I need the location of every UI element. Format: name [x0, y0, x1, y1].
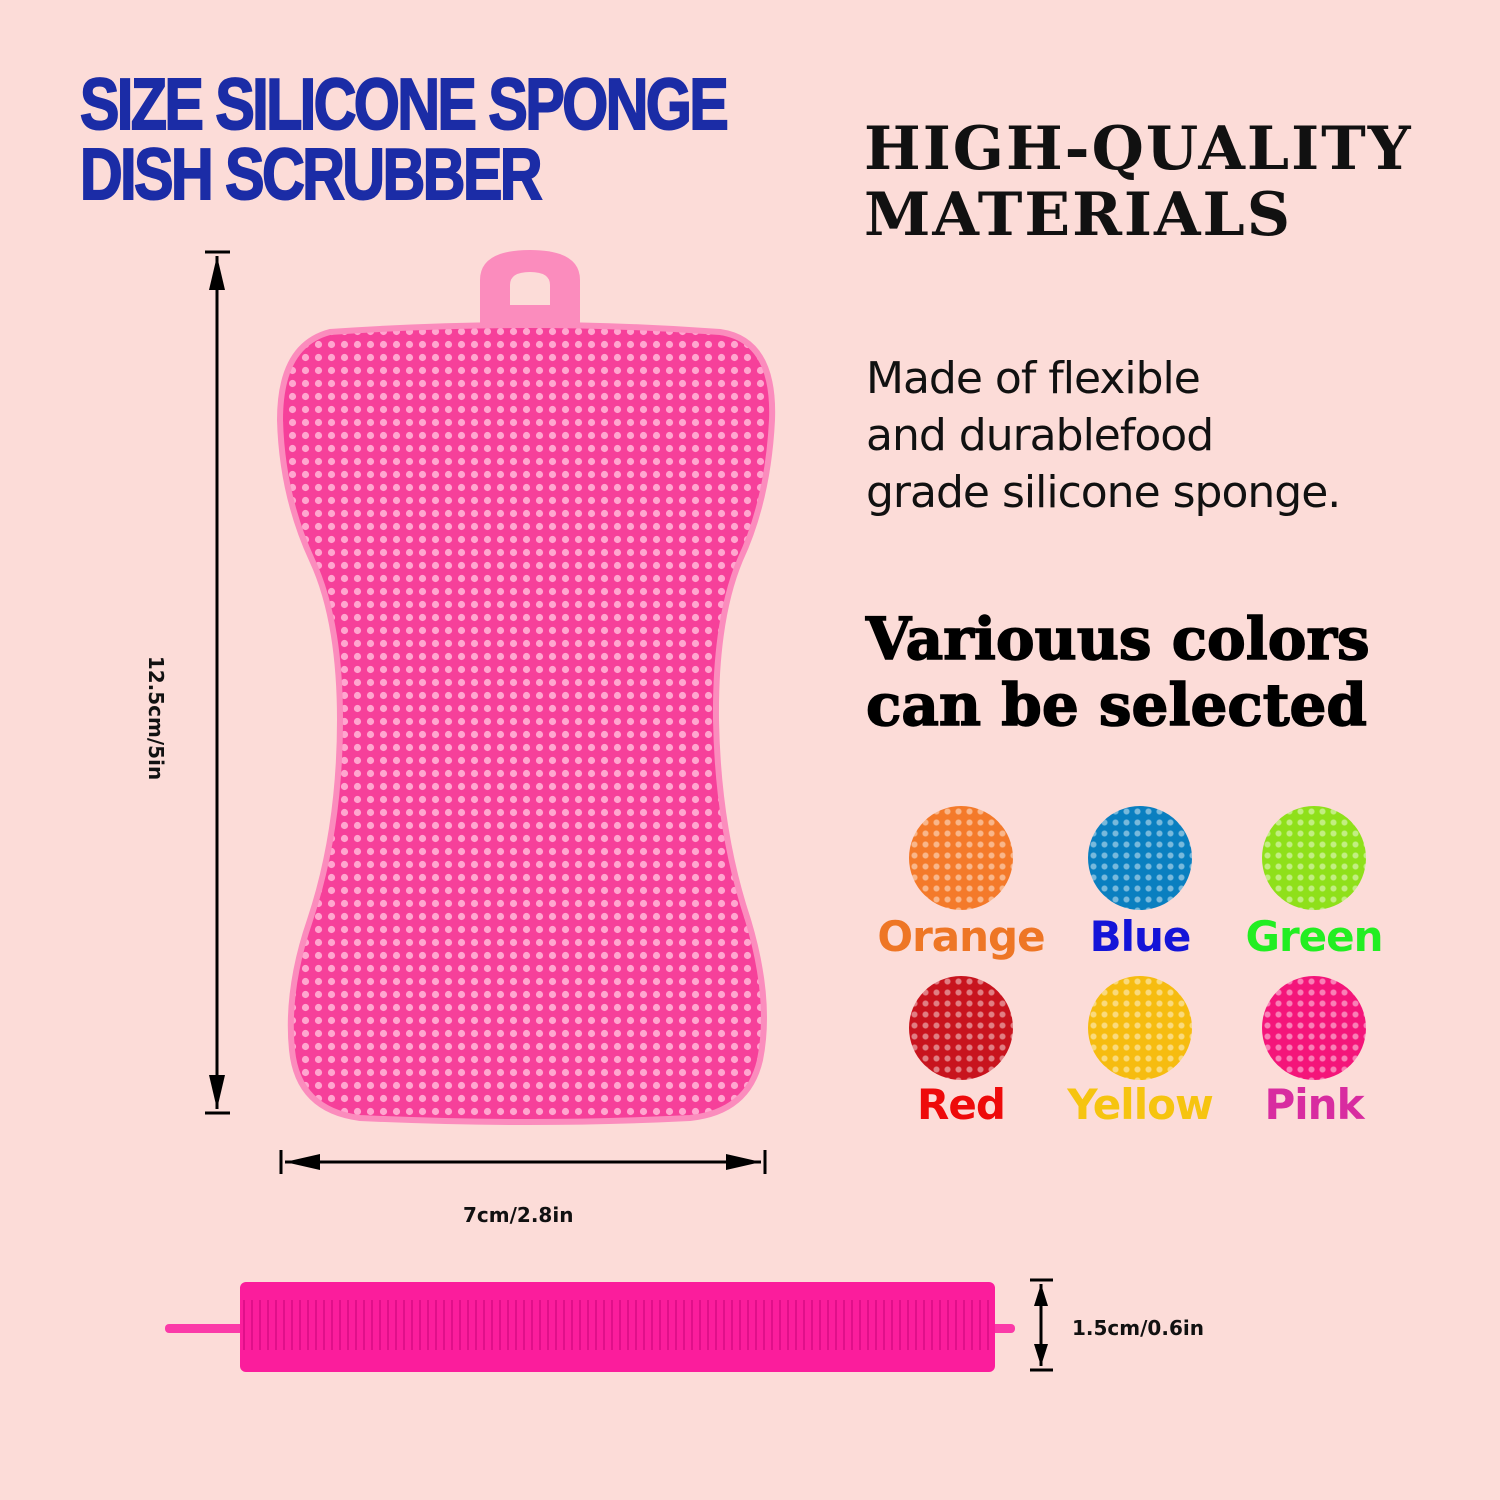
title-line-1: SIZE SILICONE SPONGE — [79, 65, 729, 145]
color-label-pink: Pink — [1264, 1080, 1364, 1129]
colors-heading-line-1: Variouus colors — [865, 605, 1370, 673]
materials-heading: HIGH-QUALITY MATERIALS — [864, 116, 1413, 248]
description-line-2: and durablefood — [866, 410, 1214, 461]
width-dimension-arrow — [279, 1150, 767, 1174]
color-label-yellow: Yellow — [1067, 1080, 1214, 1129]
thickness-label: 1.5cm/0.6in — [1072, 1316, 1204, 1340]
heading-line-1: HIGH-QUALITY — [864, 114, 1413, 184]
color-label-red: Red — [917, 1080, 1006, 1129]
title-line-2: DISH SCRUBBER — [79, 135, 543, 215]
color-swatch-red[interactable] — [909, 976, 1013, 1080]
width-label: 7cm/2.8in — [463, 1203, 574, 1227]
thickness-dimension-arrow — [1030, 1278, 1053, 1372]
colors-heading: Variouus colors can be selected — [865, 605, 1370, 739]
material-description: Made of flexible and durablefood grade s… — [866, 350, 1341, 521]
color-label-orange: Orange — [877, 912, 1045, 961]
product-title: SIZE SILICONE SPONGE DISH SCRUBBER — [79, 65, 729, 215]
sponge-side-view — [165, 1282, 1015, 1372]
colors-heading-line-2: can be selected — [865, 671, 1367, 739]
color-label-green: Green — [1245, 912, 1383, 961]
height-dimension-arrow — [205, 250, 230, 1115]
height-label: 12.5cm/5in — [144, 655, 168, 781]
color-swatch-green[interactable] — [1262, 806, 1366, 910]
description-line-1: Made of flexible — [866, 353, 1201, 404]
color-swatch-orange[interactable] — [909, 806, 1013, 910]
color-swatch-pink[interactable] — [1262, 976, 1366, 1080]
color-swatch-yellow[interactable] — [1088, 976, 1192, 1080]
sponge-front-view — [276, 322, 776, 1125]
color-swatch-blue[interactable] — [1088, 806, 1192, 910]
color-label-blue: Blue — [1089, 912, 1192, 961]
description-line-3: grade silicone sponge. — [866, 467, 1341, 518]
heading-line-2: MATERIALS — [864, 180, 1293, 250]
hanging-loop — [480, 250, 580, 335]
